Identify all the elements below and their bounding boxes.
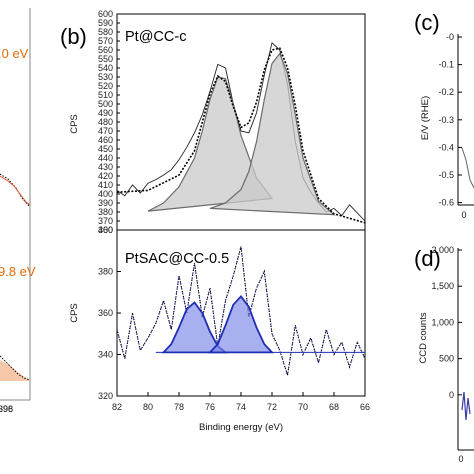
ev-label-bottom: 9.8 eV (0, 264, 36, 279)
c-ylabel: E/V (RHE) (420, 96, 431, 140)
bottom-xtick-label: 68 (329, 402, 339, 412)
top-series-layer (116, 41, 366, 224)
top-ytick-label: 470 (98, 126, 113, 136)
ev-label-top: .0 eV (0, 46, 29, 61)
d-yaxis-ticks: 2,000 1,500 1,000 500 0 (431, 245, 462, 400)
top-ytick-label: 500 (98, 99, 113, 109)
top-ytick-label: 480 (98, 117, 113, 127)
top-ylabel: CPS (69, 114, 80, 134)
bottom-raw-dots (116, 246, 366, 376)
bottom-xtick-label: 66 (360, 402, 370, 412)
xps-top-plot: Pt@CC-c CPS 3603703803904004104204304404… (69, 9, 366, 235)
bottom-xtick-label: 72 (267, 402, 277, 412)
top-peak-2 (209, 52, 336, 216)
sample-label-bottom: PtSAC@CC-0.5 (125, 251, 229, 267)
left-xtick-398: 398 (0, 404, 13, 414)
top-ytick-label: 400 (98, 189, 113, 199)
top-ytick-label: 600 (98, 9, 113, 19)
top-ytick-label: 520 (98, 81, 113, 91)
bottom-ylabel: CPS (69, 303, 80, 323)
panel-d-partial: (d) CCD counts 2,000 1,500 1,000 500 0 0 (414, 245, 474, 464)
top-yaxis-ticks: 3603703803904004104204304404504604704804… (98, 9, 120, 235)
top-ytick-label: 570 (98, 36, 113, 46)
bottom-ytick-label: 400 (98, 225, 113, 235)
sample-label-top: Pt@CC-c (125, 29, 186, 45)
top-fit-envelope (116, 47, 366, 224)
c-ytick-label: -0.4 (438, 142, 454, 152)
top-ytick-label: 380 (98, 207, 113, 217)
d-xtick-0: 0 (458, 454, 463, 464)
bottom-xtick-label: 70 (298, 402, 308, 412)
left-partial-traces (0, 173, 31, 381)
top-ytick-label: 580 (98, 27, 113, 37)
top-ytick-label: 440 (98, 153, 113, 163)
c-ytick-label: -0.2 (438, 87, 454, 97)
bottom-ytick-label: 360 (98, 308, 113, 318)
c-curve-fragment (461, 147, 474, 189)
bottom-xlabel: Binding energy (eV) (199, 422, 283, 433)
panel-label-b: (b) (60, 24, 87, 49)
top-ytick-label: 430 (98, 162, 113, 172)
bottom-xtick-label: 82 (112, 402, 122, 412)
top-ytick-label: 510 (98, 90, 113, 100)
bottom-axis-ticks: 320 340 360 380 400 82 80 78 76 74 72 70 68 66 (98, 225, 370, 412)
d-ytick-label: 500 (439, 354, 454, 364)
top-ytick-label: 530 (98, 72, 113, 82)
d-ylabel: CCD counts (418, 312, 429, 363)
top-ytick-label: 450 (98, 144, 113, 154)
top-ytick-label: 360 (98, 225, 113, 235)
c-ytick-label: -0.1 (438, 60, 454, 70)
d-ytick-label: 0 (449, 390, 454, 400)
top-ytick-label: 370 (98, 216, 113, 226)
c-ytick-label: -0.5 (438, 170, 454, 180)
top-ytick-label: 560 (98, 45, 113, 55)
bottom-series-layer (116, 246, 366, 376)
left-partial-panel: .0 eV 9.8 eV 398 396 (0, 8, 36, 414)
c-ytick-label: -0.6 (438, 198, 454, 208)
bottom-ytick-label: 320 (98, 391, 113, 401)
bottom-xtick-label: 80 (143, 402, 153, 412)
top-ytick-label: 460 (98, 135, 113, 145)
d-ytick-label: 1,500 (431, 281, 454, 291)
top-ytick-label: 420 (98, 171, 113, 181)
top-ytick-label: 550 (98, 54, 113, 64)
d-ytick-label: 2,000 (431, 245, 454, 255)
bottom-xtick-label: 78 (174, 402, 184, 412)
top-ytick-label: 590 (98, 18, 113, 28)
top-ytick-label: 490 (98, 108, 113, 118)
top-ytick-label: 410 (98, 180, 113, 190)
left-xtick-396: 396 (0, 404, 13, 414)
panel-label-c: (c) (414, 10, 440, 35)
c-ytick-label: -0.3 (438, 115, 454, 125)
panel-c-partial: (c) E/V (RHE) -0 -0.1 -0.2 -0.3 -0.4 -0.5 -0.6… (414, 10, 474, 220)
c-yaxis-ticks: -0 -0.1 -0.2 -0.3 -0.4 -0.5 -0.6 (438, 32, 462, 208)
d-ytick-label: 1,000 (431, 317, 454, 327)
d-data-fragment (461, 391, 471, 421)
c-ytick-label: -0 (446, 32, 454, 42)
xps-bottom-plot: PtSAC@CC-0.5 CPS Binding energy (eV) 320… (69, 225, 370, 433)
bottom-ytick-label: 340 (98, 350, 113, 360)
bottom-xtick-label: 74 (236, 402, 246, 412)
bottom-peak-3 (207, 294, 275, 354)
c-xtick-0: 0 (461, 210, 466, 220)
top-ytick-label: 390 (98, 198, 113, 208)
panel-label-d: (d) (414, 246, 441, 271)
bottom-xtick-label: 76 (205, 402, 215, 412)
top-ytick-label: 540 (98, 63, 113, 73)
bottom-ytick-label: 380 (98, 267, 113, 277)
